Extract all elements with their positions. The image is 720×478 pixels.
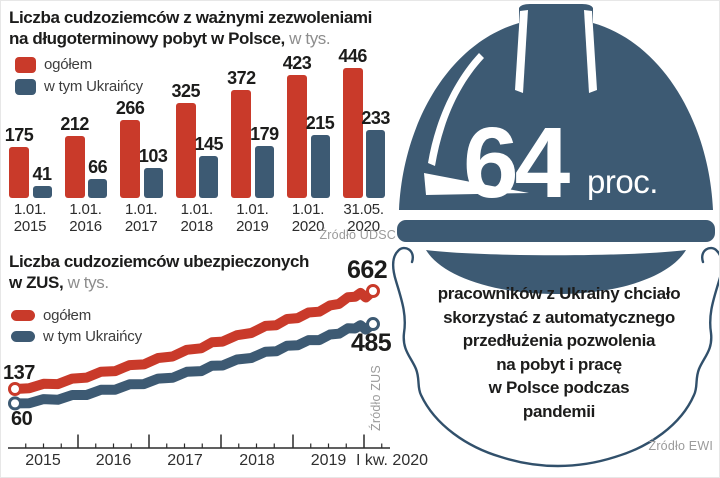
- legend-pill-red: [11, 310, 35, 321]
- bar-value-label: 446: [338, 46, 367, 66]
- bar-legend-ukrainians: w tym Ukraińcy: [15, 78, 143, 95]
- bar-ukrainians-1.01.2019: [254, 146, 274, 198]
- legend-swatch-blue: [15, 78, 36, 95]
- x-tick-label: 2018: [239, 452, 275, 469]
- line-marker: [8, 396, 22, 411]
- bar-total-31.05.2020: [342, 68, 363, 198]
- bar-ukrainians-1.01.2020: [310, 135, 330, 198]
- bar-value-label: 423: [282, 53, 312, 73]
- bar-chart-title-line2: na długoterminowy pobyt w Polsce,: [9, 29, 285, 48]
- line-legend-label-ukrainians: w tym Ukraińcy: [43, 328, 142, 345]
- caption-line: przedłużenia pozwolenia: [462, 331, 656, 350]
- legend-label-ukrainians: w tym Ukraińcy: [44, 78, 143, 95]
- x-axis-label-1.01.2020: 1.01. 2020: [291, 201, 325, 235]
- bar-value-label: 179: [250, 124, 279, 144]
- caption-line: skorzystać z automatycznego: [443, 307, 675, 327]
- helmet-brim-underside: [426, 250, 686, 294]
- x-axis-label-1.01.2018: 1.01. 2018: [180, 201, 214, 235]
- bar-chart-plot: 175 41 212 66 266 103 325 145 372 179 423 215 446 233: [1, 1, 421, 198]
- bar-value-label: 372: [227, 68, 256, 88]
- line-chart-source: Źródło ZUS: [369, 365, 383, 431]
- x-axis-label-1.01.2015: 1.01. 2015: [13, 201, 47, 235]
- bar-value-label: 103: [138, 146, 168, 166]
- line-start-label-total: 137: [3, 362, 35, 384]
- helmet-highlight-flick: [424, 173, 529, 195]
- bar-chart-title: Liczba cudzoziemców z ważnymi zezwolenia…: [9, 7, 372, 49]
- x-axis-label-1.01.2016: 1.01. 2016: [69, 201, 102, 235]
- legend-pill-blue: [11, 331, 35, 342]
- x-tick-label: I kw. 2020: [356, 452, 428, 469]
- line-end-label-ukrainians: 485: [351, 329, 392, 357]
- helmet-figure: 64 proc. pracowników z Ukrainy chciało s…: [391, 1, 719, 477]
- legend-label-total: ogółem: [44, 56, 92, 73]
- caption-line: w Polsce podczas: [488, 378, 630, 397]
- line-chart-plot: 2015 2016 2017 2018 2019 I kw. 2020: [8, 283, 428, 469]
- line-end-label-total: 662: [347, 256, 388, 284]
- bar-value-label: 215: [305, 113, 335, 133]
- line-chart-title: Liczba cudzoziemców ubezpieczonych w ZUS…: [9, 251, 309, 293]
- helmet-brim-band: [397, 220, 715, 242]
- helmet-big-unit: proc.: [587, 163, 658, 200]
- bar-value-label: 41: [32, 164, 52, 184]
- line-marker: [366, 317, 380, 332]
- bar-total-1.01.2020: [287, 75, 307, 198]
- line-series-w tym Ukraińcy: [10, 319, 378, 409]
- bar-ukrainians-1.01.2018: [199, 156, 219, 198]
- line-legend-total: ogółem: [11, 307, 91, 324]
- face-outline: [392, 246, 719, 468]
- line-marker: [366, 283, 380, 298]
- line-legend-ukrainians: w tym Ukraińcy: [11, 328, 142, 345]
- bar-chart-title-unit: w tys.: [284, 29, 331, 48]
- line-chart-title-line2: w ZUS,: [9, 273, 64, 292]
- bar-value-label: 145: [194, 134, 224, 154]
- legend-swatch-red: [15, 56, 36, 73]
- bar-chart-title-line1: Liczba cudzoziemców z ważnymi zezwolenia…: [9, 8, 372, 27]
- bar-chart-x-axis: 1.01. 2015 1.01. 2016 1.01. 2017 1.01. 2018 1.01…: [1, 1, 421, 241]
- bar-ukrainians-1.01.2017: [143, 168, 163, 198]
- caption-line: na pobyt i pracę: [496, 354, 622, 374]
- bar-value-label: 233: [361, 108, 390, 128]
- x-tick-label: 2017: [167, 452, 203, 469]
- bar-ukrainians-1.01.2015: [32, 186, 52, 198]
- bar-total-1.01.2019: [231, 90, 252, 198]
- caption-line: pandemii: [522, 401, 596, 421]
- bar-ukrainians-1.01.2016: [88, 179, 108, 198]
- x-axis-label-1.01.2017: 1.01. 2017: [124, 201, 158, 235]
- helmet-big-number: 64: [463, 107, 570, 219]
- bar-total-1.01.2017: [120, 120, 141, 198]
- bar-value-label: 175: [4, 125, 34, 145]
- helmet-source: Źródło EWI: [648, 439, 713, 453]
- helmet-ridge-gap-left: [515, 10, 528, 93]
- line-chart-title-line1: Liczba cudzoziemców ubezpieczonych: [9, 252, 310, 271]
- line-start-label-ukrainians: 60: [11, 408, 33, 430]
- bar-value-label: 325: [171, 81, 201, 101]
- line-series-ogółem: [10, 286, 378, 394]
- line-chart-title-unit: w tys.: [63, 273, 109, 292]
- helmet-highlight-arc: [428, 53, 484, 166]
- bar-total-1.01.2015: [9, 147, 29, 198]
- x-tick-label: 2015: [25, 452, 61, 469]
- x-axis-label-1.01.2019: 1.01. 2019: [236, 201, 269, 235]
- x-axis-label-31.05.2020: 31.05. 2020: [343, 201, 384, 235]
- helmet-caption: pracowników z Ukrainy chciało skorzystać…: [427, 282, 691, 423]
- bar-value-label: 66: [88, 157, 108, 177]
- bar-chart-source: Źródło UDSC: [319, 228, 396, 242]
- hard-hat-icon: [392, 4, 719, 468]
- helmet-ridge-gap-right: [584, 10, 597, 93]
- bar-ukrainians-31.05.2020: [366, 130, 386, 198]
- caption-line: pracowników z Ukrainy chciało: [437, 284, 681, 303]
- line-marker: [8, 382, 22, 396]
- x-tick-label: 2016: [96, 452, 132, 469]
- x-tick-label: 2019: [311, 452, 347, 469]
- line-legend-label-total: ogółem: [43, 307, 91, 324]
- bar-value-label: 266: [115, 98, 145, 118]
- bar-total-1.01.2016: [64, 136, 85, 198]
- bar-total-1.01.2018: [175, 103, 196, 198]
- bar-value-label: 212: [60, 114, 89, 134]
- bar-legend-total: ogółem: [15, 56, 92, 73]
